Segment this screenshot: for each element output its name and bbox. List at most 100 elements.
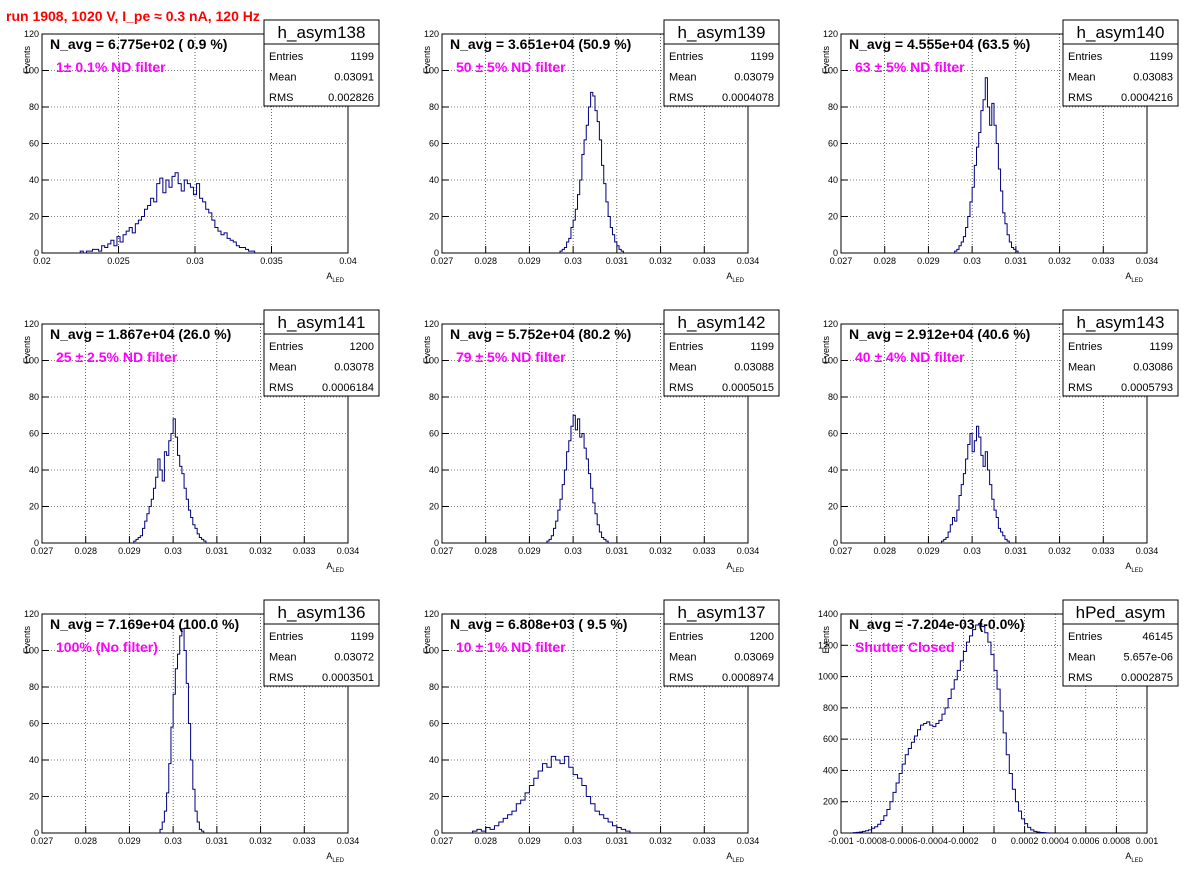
stats-key-mean: Mean (669, 652, 697, 664)
histogram-panel-h_asym141: 0.027 0.028 0.029 0.03 0.031 0.032 0.033 0.034 0… (22, 309, 380, 574)
x-tick-label: 0.03 (186, 256, 204, 266)
x-tick-label: 0.029 (518, 256, 541, 266)
y-tick-label: 40 (828, 465, 838, 475)
x-tick-label: 0.029 (518, 836, 541, 846)
x-tick-label: 0.0008 (1103, 836, 1131, 846)
filter-note: 25 ± 2.5% ND filter (56, 349, 178, 365)
x-tick-label: 0.034 (737, 546, 760, 556)
stats-key-rms: RMS (1068, 92, 1092, 104)
histogram-name: h_asym137 (678, 603, 766, 622)
stats-key-mean: Mean (1068, 72, 1096, 84)
y-tick-label: 80 (828, 392, 838, 402)
y-tick-label: 60 (429, 429, 439, 439)
histogram-series (472, 755, 631, 833)
x-axis-label-subscript: LED (732, 858, 744, 864)
x-axis-label: ALED (326, 561, 344, 574)
y-tick-label: 40 (29, 465, 39, 475)
y-tick-label: 800 (823, 703, 838, 713)
x-tick-label: 0.027 (431, 836, 454, 846)
y-tick-label: 60 (828, 429, 838, 439)
y-tick-label: 20 (29, 792, 39, 802)
y-tick-label: 0 (833, 828, 838, 838)
x-tick-label: 0.029 (518, 546, 541, 556)
x-tick-label: 0.029 (917, 256, 940, 266)
stats-value-entries: 1199 (350, 631, 374, 643)
y-tick-label: 40 (429, 175, 439, 185)
x-tick-label: 0.028 (474, 546, 497, 556)
histogram-panel-h_asym139: 0.027 0.028 0.029 0.03 0.031 0.032 0.033 0.034 0… (422, 19, 780, 284)
x-tick-label: 0.031 (606, 836, 629, 846)
x-tick-label: 0.0004 (1041, 836, 1069, 846)
y-tick-label: 200 (823, 797, 838, 807)
stats-key-entries: Entries (669, 51, 704, 63)
stats-title-box (1062, 599, 1179, 625)
y-tick-label: 100 (424, 66, 439, 76)
x-tick-label: 0.032 (249, 546, 272, 556)
y-tick-label: 400 (823, 765, 838, 775)
histogram-name: h_asym142 (678, 313, 766, 332)
stats-key-rms: RMS (269, 672, 293, 684)
stats-value-rms: 0.0004216 (1121, 92, 1173, 104)
y-axis-label: Events (22, 46, 32, 74)
stats-key-entries: Entries (1068, 631, 1103, 643)
stats-key-rms: RMS (269, 92, 293, 104)
stats-box (1062, 623, 1179, 687)
stats-value-mean: 0.03086 (1133, 362, 1173, 374)
x-tick-label: 0.025 (107, 256, 130, 266)
x-tick-label: 0.027 (830, 546, 853, 556)
x-tick-label: 0.028 (873, 546, 896, 556)
histogram-panel-hPed_asym: -0.001 -0.0008 -0.0006 -0.0004 -0.0002 0 0.000… (818, 599, 1179, 864)
histogram-series (941, 425, 1010, 543)
y-axis-label: Events (422, 46, 432, 74)
stats-key-mean: Mean (669, 72, 697, 84)
x-tick-label: 0.03 (564, 256, 582, 266)
y-tick-label: 120 (24, 29, 39, 39)
stats-box (263, 43, 380, 107)
y-tick-label: 80 (29, 682, 39, 692)
navg-label: N_avg = 6.808e+03 ( 9.5 %) (450, 616, 627, 632)
x-tick-label: 0.034 (737, 256, 760, 266)
x-axis-label: ALED (726, 851, 744, 864)
x-tick-label: 0.033 (1092, 546, 1115, 556)
x-tick-label: -0.001 (828, 836, 854, 846)
stats-value-rms: 0.002826 (328, 92, 374, 104)
x-axis-label: ALED (1125, 271, 1143, 284)
x-tick-label: 0.031 (1005, 256, 1028, 266)
y-tick-label: 80 (429, 102, 439, 112)
x-axis-label-subscript: LED (1131, 858, 1143, 864)
y-tick-label: 60 (29, 719, 39, 729)
x-tick-label: 0.032 (1048, 256, 1071, 266)
x-tick-label: 0.027 (431, 546, 454, 556)
navg-label: N_avg = 2.912e+04 (40.6 %) (849, 326, 1030, 342)
y-tick-label: 1000 (818, 672, 838, 682)
stats-value-rms: 0.0008974 (722, 672, 774, 684)
x-axis-label-subscript: LED (332, 858, 344, 864)
x-tick-label: 0.029 (917, 546, 940, 556)
x-tick-label: 0.031 (606, 546, 629, 556)
x-axis-label: ALED (726, 561, 744, 574)
stats-title-box (663, 599, 780, 625)
stats-value-mean: 5.657e-06 (1123, 652, 1173, 664)
x-axis-label-subscript: LED (732, 278, 744, 284)
filter-note: 10 ± 1% ND filter (456, 639, 566, 655)
y-tick-label: 0 (34, 538, 39, 548)
y-axis-label: Events (22, 626, 32, 654)
stats-key-mean: Mean (1068, 652, 1096, 664)
stats-key-rms: RMS (1068, 382, 1092, 394)
y-tick-label: 40 (29, 755, 39, 765)
y-tick-label: 120 (823, 319, 838, 329)
histogram-panel-h_asym143: 0.027 0.028 0.029 0.03 0.031 0.032 0.033 0.034 0… (821, 309, 1179, 574)
stats-value-entries: 1199 (1149, 51, 1173, 63)
y-tick-label: 20 (828, 212, 838, 222)
histogram-name: hPed_asym (1076, 603, 1166, 622)
x-tick-label: 0.001 (1136, 836, 1159, 846)
x-tick-label: 0.032 (649, 256, 672, 266)
y-tick-label: 80 (29, 392, 39, 402)
y-tick-label: 600 (823, 734, 838, 744)
stats-value-entries: 1199 (750, 341, 774, 353)
histogram-name: h_asym139 (678, 23, 766, 42)
x-tick-label: 0.034 (1136, 256, 1159, 266)
x-tick-label: 0.034 (737, 836, 760, 846)
stats-title-box (263, 19, 380, 45)
x-axis-label: ALED (326, 851, 344, 864)
